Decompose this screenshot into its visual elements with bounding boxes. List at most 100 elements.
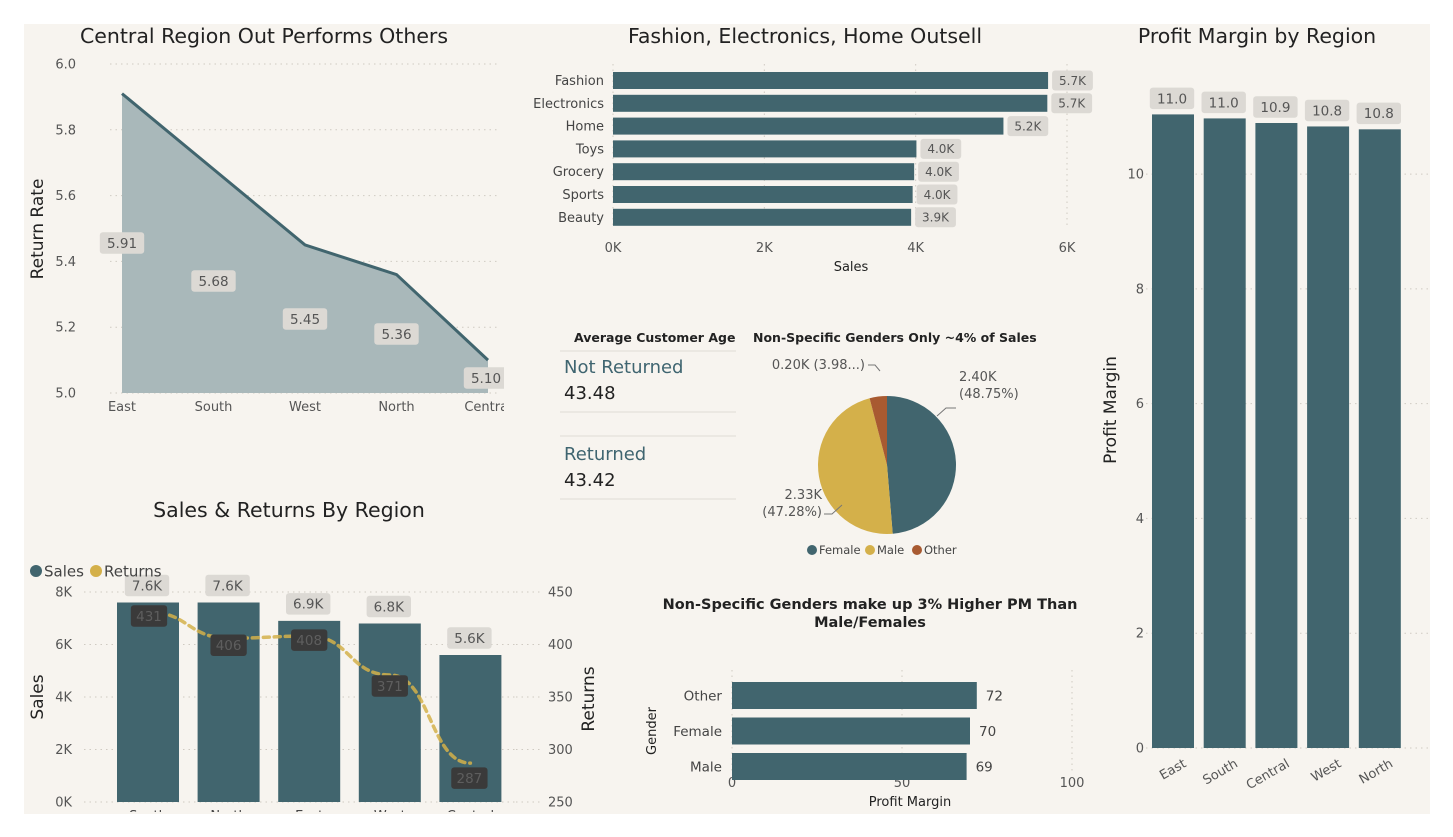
x-tick-label: 0K	[605, 241, 622, 256]
data-label-box	[916, 184, 958, 205]
bar	[1255, 123, 1298, 749]
region-pm-chart: 0 2 4 6 8 10 11.0 East 11.0 South 10.9 Central 10.8 W…	[1101, 87, 1430, 793]
y-tick-label: 5.6	[55, 189, 76, 204]
category-label: Beauty	[558, 211, 604, 226]
bar	[732, 717, 970, 745]
x-tick-label: Central	[447, 809, 494, 812]
y2-tick-label: 350	[548, 691, 573, 706]
data-label-box	[1356, 102, 1401, 125]
y-tick-label: 5.4	[55, 255, 76, 270]
x-tick-label: 6K	[1059, 241, 1076, 256]
y-tick-label: 5.0	[55, 387, 76, 402]
data-label-box	[1052, 70, 1093, 91]
data-label-box	[920, 138, 962, 159]
category-label: Grocery	[553, 165, 605, 180]
data-label: 10.8	[1364, 106, 1394, 122]
sales-data-label: 6.8K	[374, 599, 405, 615]
bar	[117, 602, 179, 802]
bar	[613, 208, 912, 226]
returns-data-label-box	[371, 675, 408, 697]
y-tick-label: 6K	[55, 638, 72, 653]
category-label: Home	[566, 120, 604, 135]
category-label: Sports	[562, 188, 604, 203]
pie-slice	[818, 398, 893, 534]
returns-data-label-box	[451, 767, 488, 789]
legend-marker	[807, 545, 817, 555]
category-sales-title: Fashion, Electronics, Home Outsell	[627, 24, 983, 48]
sales-data-label: 7.6K	[132, 578, 163, 594]
legend-label: Sales	[44, 563, 84, 581]
bar	[732, 682, 977, 709]
x-tick-label: North	[1357, 756, 1396, 787]
bar	[613, 94, 1048, 112]
pie-data-label: 2.33K	[785, 488, 823, 503]
y-tick-label: 8	[1136, 282, 1144, 297]
gender-sales-panel: Non-Specific Genders Only ~4% of Sales 2…	[744, 324, 1037, 564]
x-tick-label: 0	[728, 776, 736, 791]
data-label-box	[282, 308, 328, 330]
category-label: Male	[690, 760, 722, 776]
data-label-box	[918, 161, 959, 182]
bar	[1152, 114, 1194, 748]
region-pm-title: Profit Margin by Region	[1137, 24, 1377, 48]
bar	[613, 140, 917, 158]
returns-data-label-box	[210, 634, 247, 656]
sales-data-label: 5.6K	[454, 631, 485, 647]
data-label: 4.0K	[924, 188, 952, 202]
kpi-not-returned-label: Not Returned	[564, 357, 684, 378]
category-sales-panel: Fashion, Electronics, Home Outsell 0K 2K 4…	[520, 24, 1100, 284]
area-line	[121, 92, 490, 362]
y2-axis-label: Returns	[579, 666, 599, 731]
sales-returns-title: Sales & Returns By Region	[153, 498, 425, 522]
data-label: 72	[986, 689, 1003, 705]
data-label-box	[1149, 87, 1195, 110]
x-tick-label: East	[1157, 756, 1189, 783]
pie-data-label: 2.40K	[959, 370, 997, 385]
returns-data-label-box	[130, 605, 168, 627]
category-sales-chart: 0K 2K 4K 6K Fashion 5.7K Electronics 5.7K Home 5.…	[533, 64, 1093, 275]
x-tick-label: West	[289, 400, 321, 415]
y-tick-label: 2	[1136, 627, 1144, 642]
x-tick-label: Central	[464, 400, 504, 415]
bar	[613, 117, 1004, 135]
x-tick-label: 100	[1060, 776, 1085, 791]
returns-data-label: 371	[377, 679, 403, 695]
area-fill	[122, 93, 488, 394]
pie-data-label: (47.28%)	[762, 505, 822, 520]
bar	[613, 163, 915, 181]
x-tick-label: South	[1200, 756, 1240, 788]
category-label: Electronics	[533, 97, 604, 112]
customer-age-title: Average Customer Age	[574, 330, 736, 345]
data-label: 11.0	[1157, 91, 1187, 107]
gender-pm-title-line: Non-Specific Genders make up 3% Higher P…	[662, 597, 1078, 631]
sales-data-label-box	[447, 627, 492, 649]
legend-marker	[30, 565, 42, 577]
bar	[613, 186, 913, 203]
returns-data-label: 287	[457, 771, 483, 787]
data-label-box	[463, 367, 504, 389]
kpi-returned-label: Returned	[564, 444, 647, 465]
data-label-box	[1051, 93, 1093, 114]
data-label-box	[191, 270, 236, 292]
data-label: 5.10	[471, 371, 501, 387]
data-label-box	[99, 232, 145, 254]
bar	[613, 72, 1049, 89]
y-tick-label: 6	[1136, 397, 1144, 412]
dashboard-canvas: Central Region Out Performs Others 5.0 5.…	[24, 24, 1430, 814]
returns-data-label: 431	[136, 609, 162, 625]
data-label: 5.68	[198, 274, 228, 290]
returns-data-label-box	[291, 629, 328, 651]
data-label-box	[1007, 116, 1049, 137]
y-tick-label: 2K	[55, 743, 72, 758]
bar	[197, 602, 260, 802]
x-tick-label: 4K	[907, 241, 924, 256]
leader-line	[868, 364, 881, 372]
kpi-divider	[560, 350, 736, 352]
x-tick-label: North	[210, 809, 246, 812]
x-tick-label: 2K	[756, 241, 773, 256]
returns-data-label: 408	[296, 633, 322, 649]
y-tick-label: 4	[1136, 512, 1144, 527]
category-label: Female	[673, 724, 722, 740]
data-label-box	[1304, 99, 1350, 122]
x-axis-label: Profit Margin	[869, 795, 951, 810]
